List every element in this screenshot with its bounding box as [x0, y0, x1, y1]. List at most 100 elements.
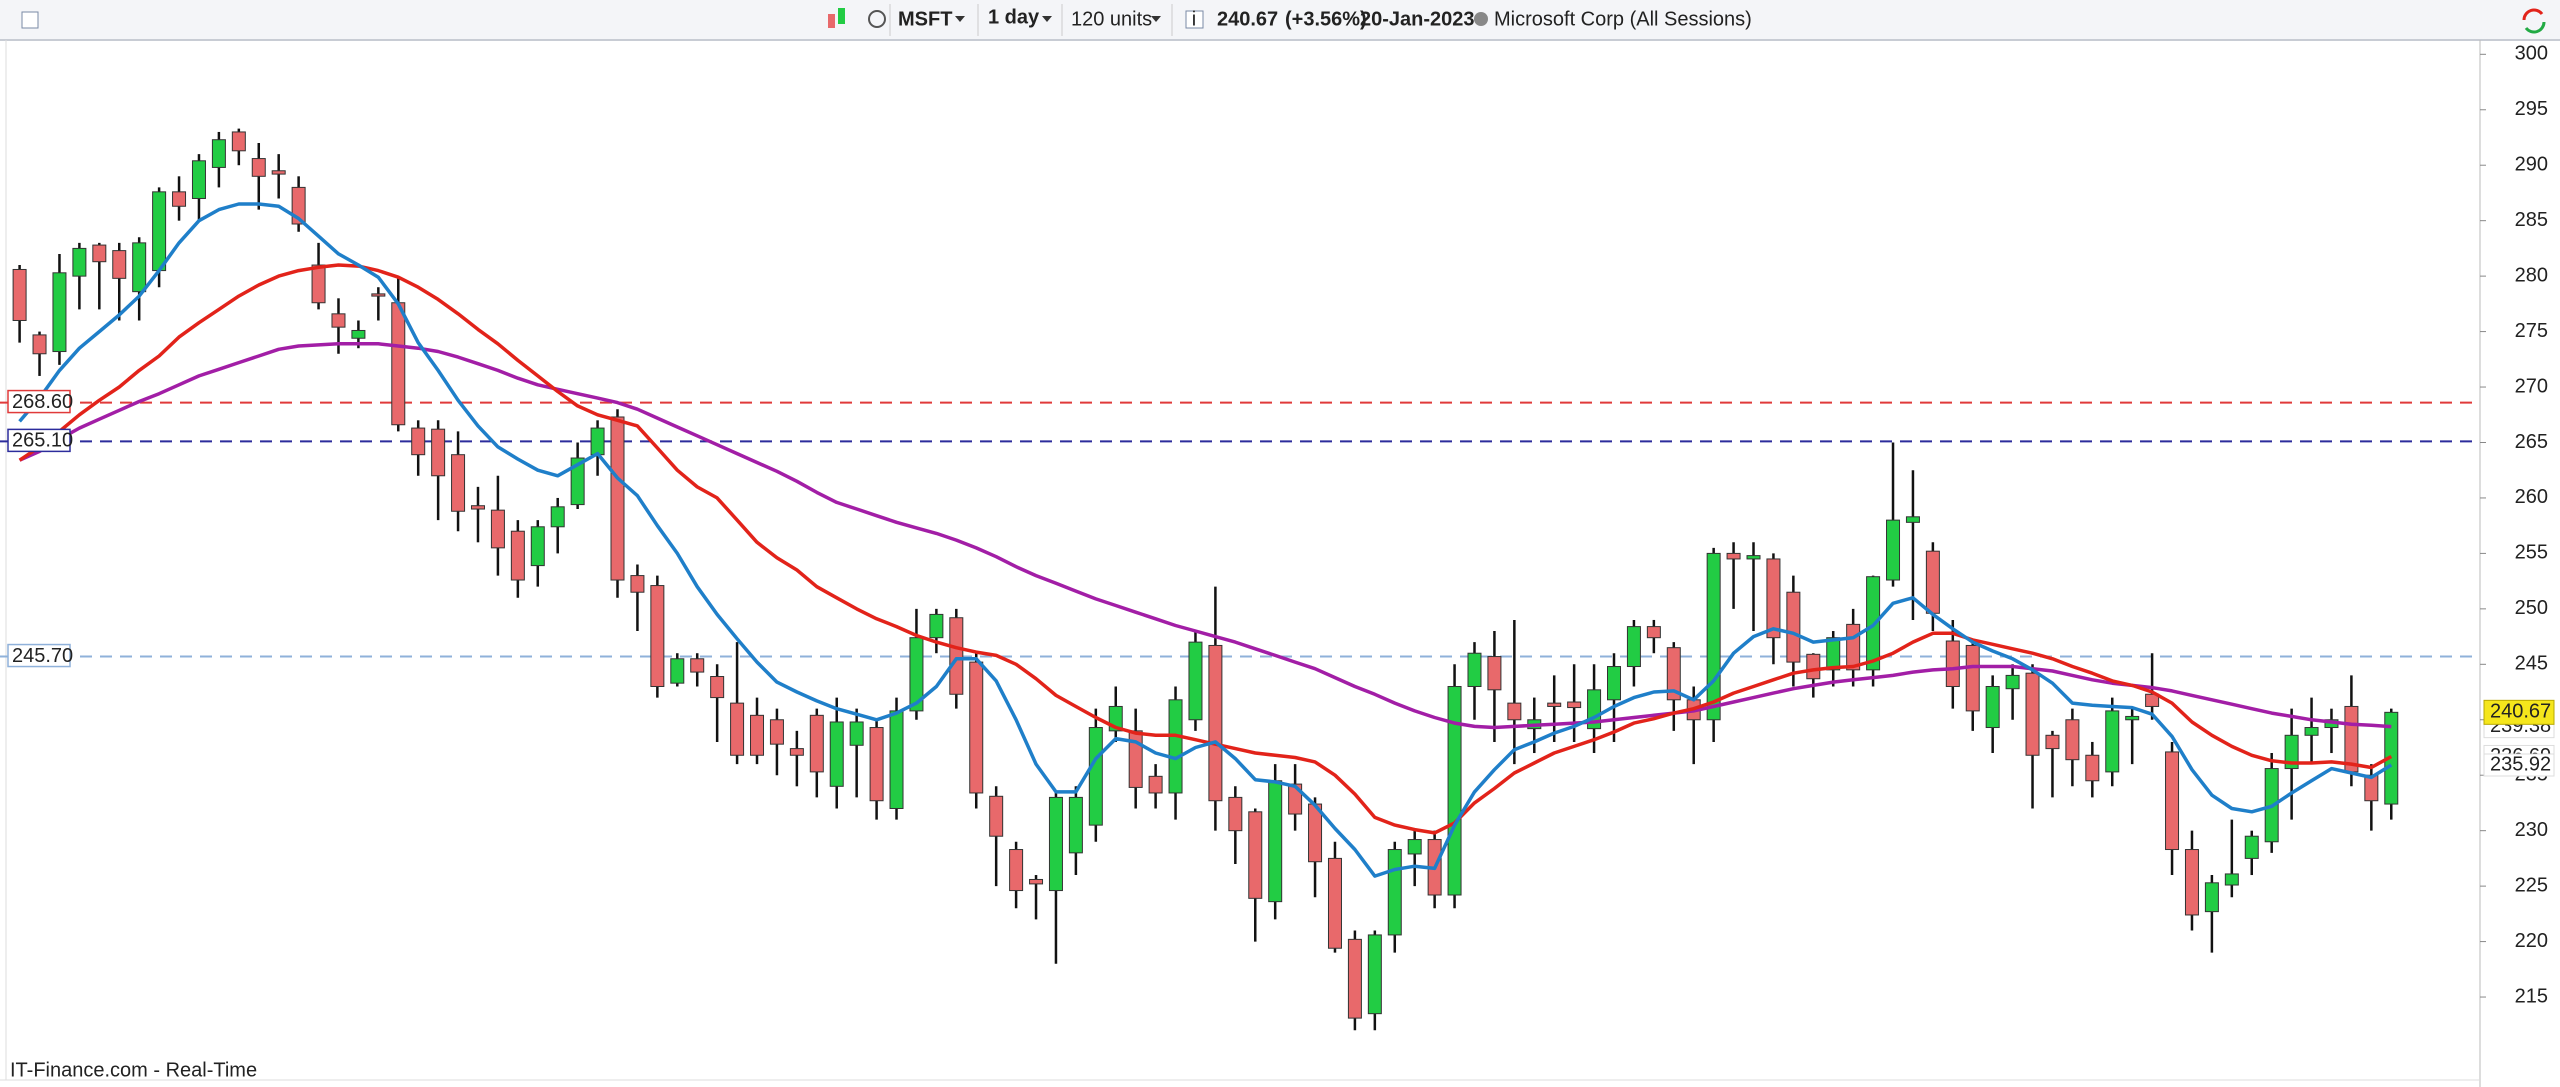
candle-body — [1268, 780, 1283, 903]
candle-body — [829, 721, 844, 787]
candle-body — [1068, 796, 1083, 854]
candle-body — [2165, 751, 2180, 851]
candle-body — [1945, 640, 1960, 687]
level-label: 265.10 — [12, 430, 73, 452]
candle-body — [989, 795, 1004, 837]
candle-body — [371, 293, 386, 297]
candle-body — [929, 613, 944, 639]
last-price: 240.67 — [1217, 8, 1278, 30]
candle-body — [391, 302, 406, 426]
candle-body — [1905, 516, 1920, 523]
checkbox[interactable] — [21, 11, 39, 29]
candle-body — [1009, 849, 1024, 892]
dropdown-arrow[interactable] — [955, 16, 965, 22]
candle-body — [211, 139, 226, 168]
candle-body — [1766, 558, 1781, 639]
dropdown-arrow[interactable] — [1151, 16, 1161, 22]
candle-body — [431, 428, 446, 477]
candle-body — [2224, 873, 2239, 886]
candle-body — [650, 585, 665, 687]
candle-body — [191, 160, 206, 199]
y-tick-label: 255 — [2515, 542, 2548, 564]
candle-body — [1088, 727, 1103, 826]
candle-body — [2284, 734, 2299, 770]
chart-type-icon[interactable] — [828, 8, 886, 28]
candle-body — [32, 334, 47, 355]
candle-body — [52, 272, 67, 353]
y-tick-label: 270 — [2515, 375, 2548, 397]
y-tick-label: 250 — [2515, 597, 2548, 619]
y-tick-label: 275 — [2515, 320, 2548, 342]
candle-body — [172, 191, 187, 207]
candle-body — [1965, 644, 1980, 712]
candle-body — [1846, 623, 1861, 671]
candle-body — [530, 526, 545, 567]
candle-body — [510, 530, 525, 581]
candle-body — [1168, 699, 1183, 794]
candle-body — [1666, 647, 1681, 701]
toolbar — [0, 0, 2560, 40]
symbol[interactable]: MSFT — [898, 8, 952, 30]
footer: IT-Finance.com - Real-Time — [10, 1059, 257, 1081]
candle-body — [271, 170, 286, 175]
candle-body — [2304, 727, 2319, 736]
candle-body — [1507, 702, 1522, 721]
candle-body — [949, 617, 964, 695]
candle-body — [1367, 934, 1382, 1015]
candle-body — [132, 242, 147, 293]
last-price-label: 240.67 — [2490, 701, 2551, 723]
level-label-box — [7, 643, 71, 668]
candle-body — [1826, 637, 1841, 671]
level-label: 268.60 — [12, 391, 73, 413]
candle-body — [869, 727, 884, 802]
candle-body — [1447, 685, 1462, 896]
candle-body — [809, 714, 824, 773]
candle-body — [152, 191, 167, 272]
candle-body — [351, 329, 366, 339]
candle-body — [969, 661, 984, 794]
candle-body — [2085, 754, 2100, 782]
candle-body — [570, 457, 585, 506]
y-tick-label: 300 — [2515, 43, 2548, 65]
y-tick-label: 295 — [2515, 98, 2548, 120]
candle-body — [1746, 555, 1761, 560]
line-series — [18, 263, 2393, 835]
candle-body — [1806, 653, 1821, 680]
plot-area — [0, 128, 2480, 1031]
date: 20-Jan-2023 — [1360, 8, 1475, 30]
line-series — [18, 342, 2392, 730]
candle-body — [1786, 591, 1801, 663]
price-change: (+3.56%) — [1285, 8, 1367, 30]
interval[interactable]: 1 day — [988, 6, 1040, 28]
level-label-box — [7, 389, 71, 414]
candle-body — [590, 427, 605, 456]
candle-body — [311, 264, 326, 304]
refresh-icon[interactable] — [2522, 8, 2546, 34]
candle-body — [1029, 878, 1044, 885]
candle-body — [1925, 550, 1940, 614]
candle-body — [2184, 849, 2199, 916]
candle-body — [1327, 857, 1342, 949]
candle-body — [710, 676, 725, 699]
candle-body — [889, 710, 904, 809]
candle-body — [1128, 730, 1143, 788]
candle-body — [1886, 519, 1901, 581]
candle-body — [1228, 796, 1243, 832]
candle-body — [470, 505, 485, 510]
y-tick-label: 285 — [2515, 209, 2548, 231]
candle-body — [1347, 938, 1362, 1019]
dropdown-arrow[interactable] — [1042, 16, 1052, 22]
candle-body — [1985, 685, 2000, 729]
candle-body — [2364, 774, 2379, 802]
info-icon[interactable] — [1185, 10, 1204, 29]
candle-body — [92, 244, 107, 263]
y-tick-label: 290 — [2515, 153, 2548, 175]
y-tick-label: 220 — [2515, 930, 2548, 952]
candle-body — [690, 658, 705, 673]
y-tick-label: 245 — [2515, 653, 2548, 675]
units[interactable]: 120 units — [1071, 8, 1152, 30]
candle-body — [2105, 710, 2120, 773]
candle-body — [2065, 719, 2080, 761]
candle-body — [1706, 552, 1721, 721]
